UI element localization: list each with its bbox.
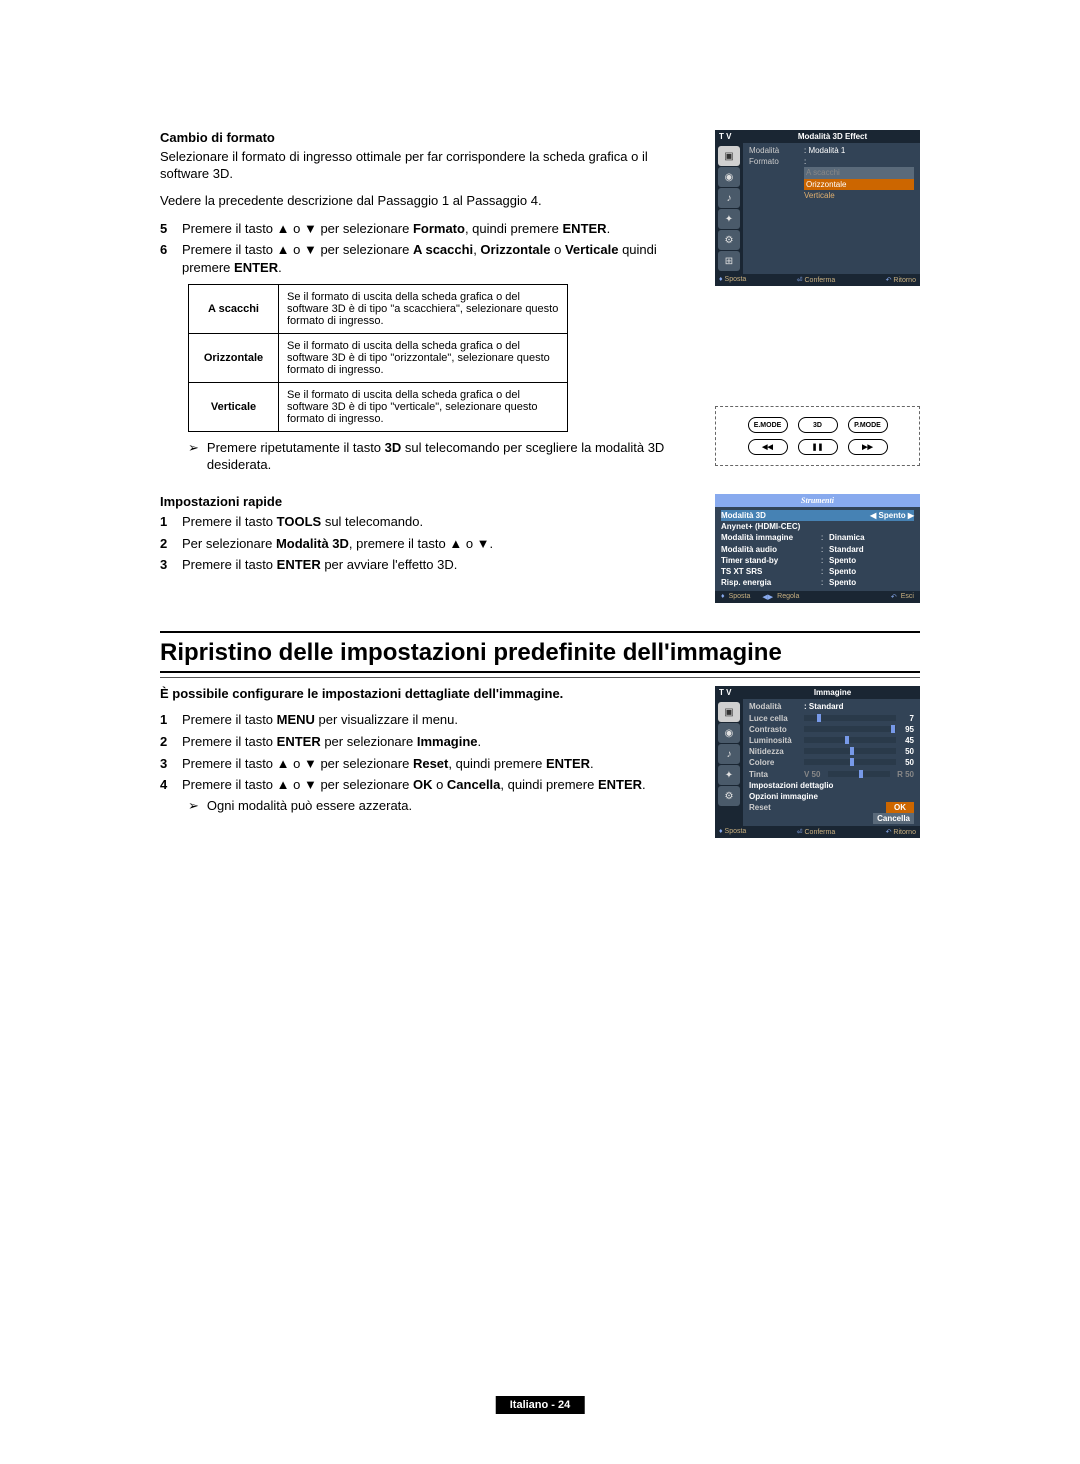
reset-step-1: Premere il tasto MENU per visualizzare i… xyxy=(182,711,458,729)
reset-step-4: Premere il tasto ▲ o ▼ per selezionare O… xyxy=(182,776,646,794)
osd-icon: ✦ xyxy=(718,209,740,229)
osd-immagine: T VImmagine ▣ ◉ ♪ ✦ ⚙ Modalità: Standard… xyxy=(715,686,920,838)
note-arrow-icon: ➢ xyxy=(188,798,199,815)
osd-icon: ⚙ xyxy=(718,230,740,250)
osd-icon: ▣ xyxy=(718,146,740,166)
step-num: 6 xyxy=(160,241,170,276)
reset-step-3: Premere il tasto ▲ o ▼ per selezionare R… xyxy=(182,755,594,773)
quick-step-1: Premere il tasto TOOLS sul telecomando. xyxy=(182,513,423,531)
divider xyxy=(160,677,920,678)
reset-note: Ogni modalità può essere azzerata. xyxy=(207,798,412,815)
osd-icon: ♪ xyxy=(718,744,740,764)
remote-3d-button: 3D xyxy=(798,417,838,433)
heading-ripristino: Ripristino delle impostazioni predefinit… xyxy=(160,631,920,673)
heading-cambio-formato: Cambio di formato xyxy=(160,130,695,145)
remote-pause-button: ❚❚ xyxy=(798,439,838,455)
step-6: Premere il tasto ▲ o ▼ per selezionare A… xyxy=(182,241,695,276)
step-num: 5 xyxy=(160,220,170,238)
reset-step-2: Premere il tasto ENTER per selezionare I… xyxy=(182,733,481,751)
step-5: Premere il tasto ▲ o ▼ per selezionare F… xyxy=(182,220,610,238)
reset-intro: È possibile configurare le impostazioni … xyxy=(160,686,695,701)
page-number: Italiano - 24 xyxy=(496,1396,585,1414)
osd-icon: ◉ xyxy=(718,167,740,187)
remote-rew-button: ◀◀ xyxy=(748,439,788,455)
osd-icon: ⚙ xyxy=(718,786,740,806)
format-table: A scacchiSe il formato di uscita della s… xyxy=(188,284,568,432)
osd-icon: ◉ xyxy=(718,723,740,743)
osd-3d-effect: T VModalità 3D Effect ▣ ◉ ♪ ✦ ⚙ ⊞ Modali… xyxy=(715,130,920,286)
remote-pmode-button: P.MODE xyxy=(848,417,888,433)
osd-icon: ♪ xyxy=(718,188,740,208)
osd-tools: Strumenti Modalità 3D◀ Spento ▶ Anynet+ … xyxy=(715,494,920,603)
note-arrow-icon: ➢ xyxy=(188,440,199,474)
quick-step-3: Premere il tasto ENTER per avviare l'eff… xyxy=(182,556,457,574)
remote-ff-button: ▶▶ xyxy=(848,439,888,455)
para-intro2: Vedere la precedente descrizione dal Pas… xyxy=(160,193,695,210)
note-3d: Premere ripetutamente il tasto 3D sul te… xyxy=(207,440,695,474)
remote-buttons: E.MODE 3D P.MODE ◀◀ ❚❚ ▶▶ xyxy=(715,406,920,466)
osd-icon: ✦ xyxy=(718,765,740,785)
quick-step-2: Per selezionare Modalità 3D, premere il … xyxy=(182,535,493,553)
osd-icon: ⊞ xyxy=(718,251,740,271)
para-intro1: Selezionare il formato di ingresso ottim… xyxy=(160,149,695,183)
heading-impostazioni-rapide: Impostazioni rapide xyxy=(160,494,695,509)
osd-icon: ▣ xyxy=(718,702,740,722)
remote-emode-button: E.MODE xyxy=(748,417,788,433)
